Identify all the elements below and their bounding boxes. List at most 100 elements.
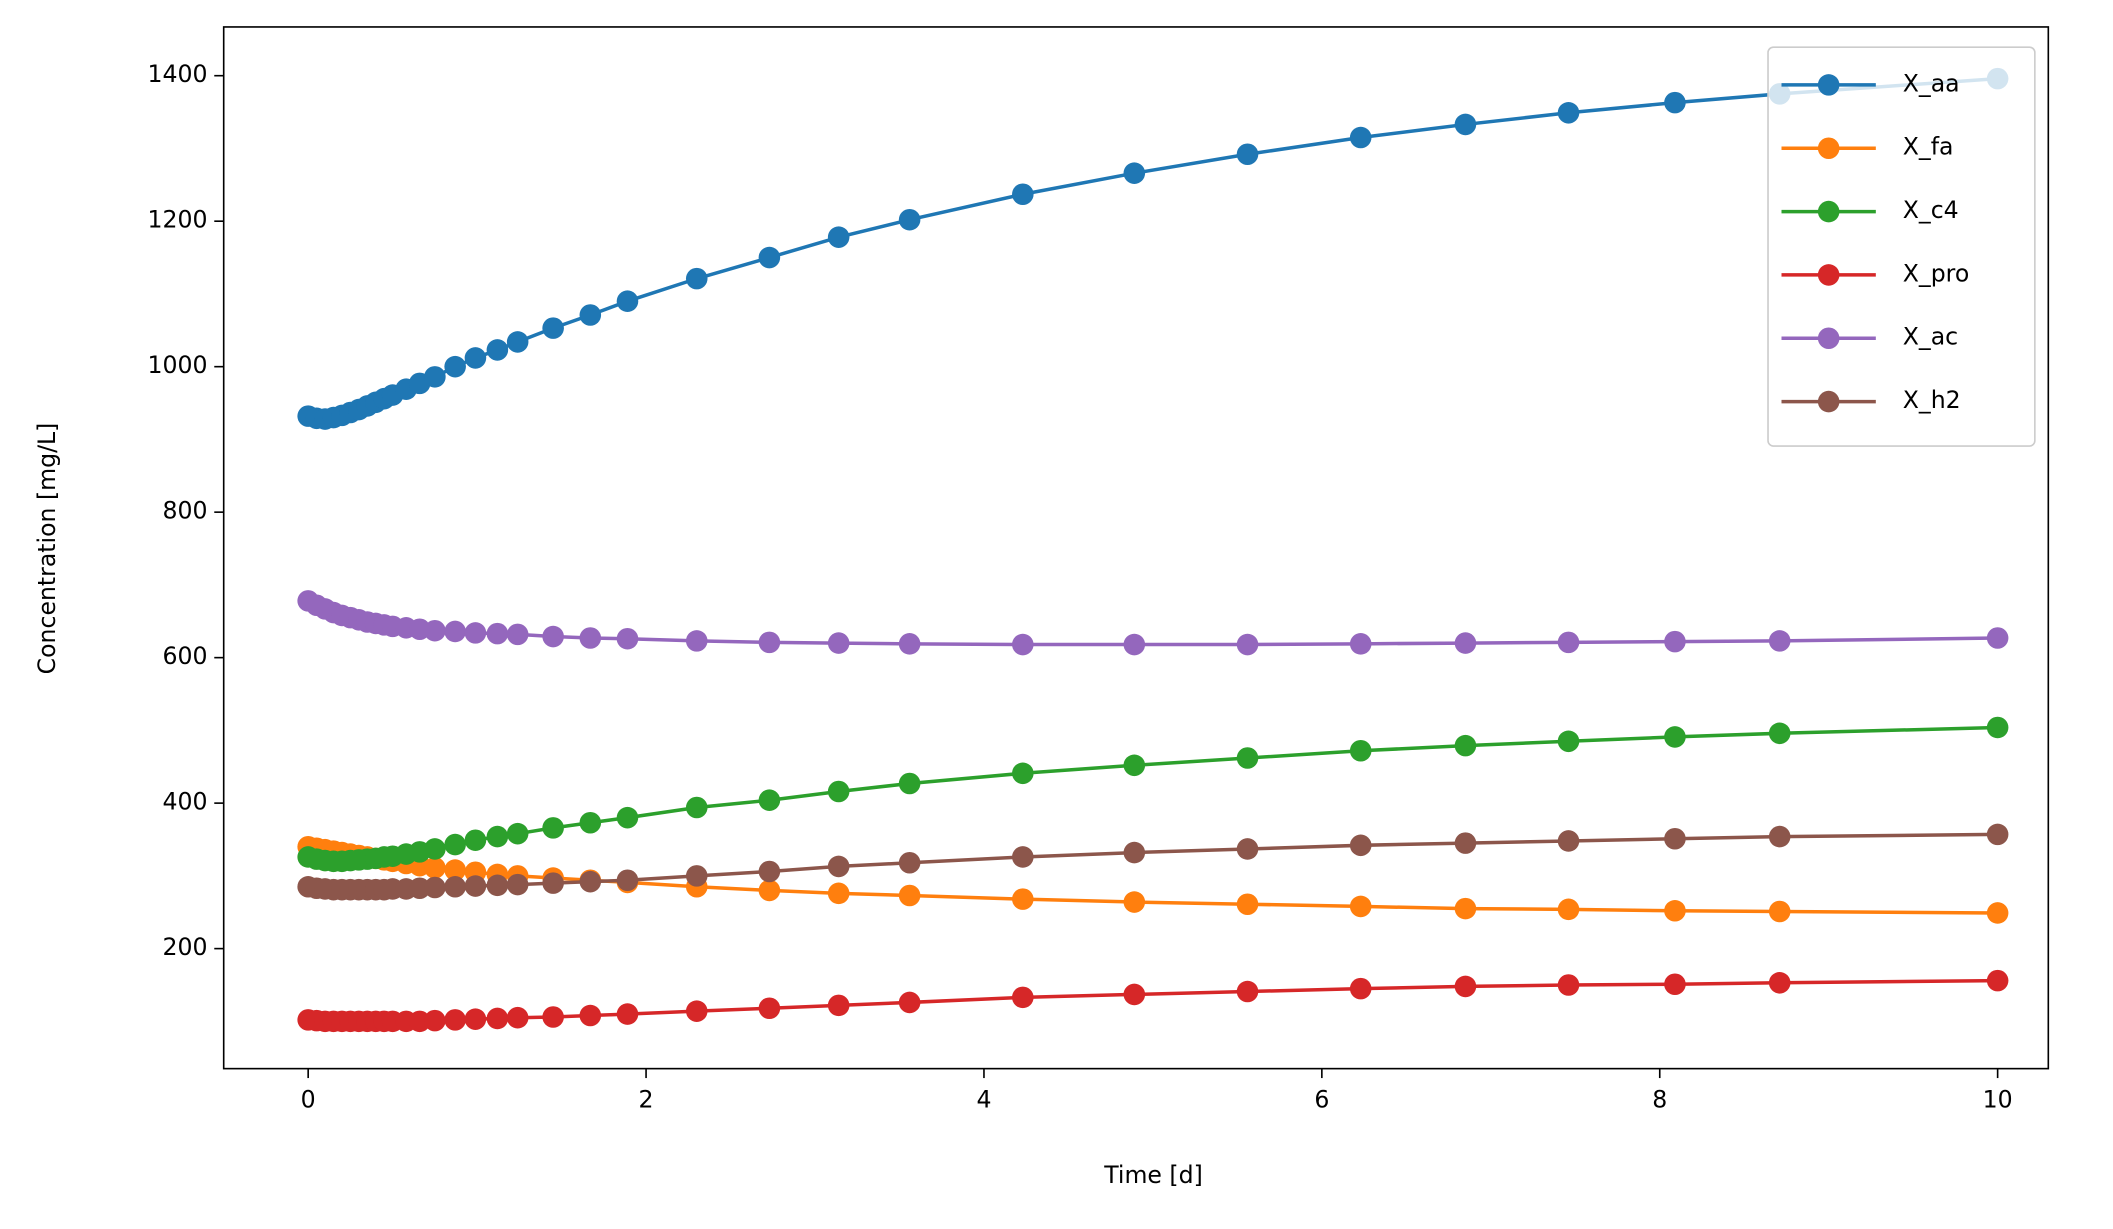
marker <box>1768 972 1791 994</box>
marker <box>1664 726 1686 748</box>
marker <box>424 876 446 899</box>
marker <box>898 851 921 874</box>
y-tick-label: 600 <box>163 642 208 670</box>
marker <box>579 304 602 326</box>
marker <box>827 882 850 905</box>
marker <box>1123 891 1146 913</box>
marker <box>1454 734 1477 757</box>
marker <box>1012 986 1034 1009</box>
marker <box>1986 716 2009 739</box>
y-tick-label: 1400 <box>148 60 208 88</box>
marker <box>486 825 509 848</box>
marker <box>616 869 639 892</box>
marker <box>685 796 708 819</box>
marker <box>685 1000 708 1022</box>
marker <box>898 633 921 655</box>
legend-label: X_h2 <box>1903 386 1961 414</box>
marker <box>424 1009 446 1032</box>
marker <box>1236 838 1259 860</box>
series-line <box>307 725 1998 864</box>
marker <box>486 1007 509 1030</box>
marker <box>1664 630 1686 653</box>
marker <box>579 870 602 893</box>
marker <box>542 1006 564 1028</box>
marker <box>1012 633 1034 656</box>
marker <box>827 855 850 878</box>
legend-marker <box>1817 200 1840 223</box>
marker <box>1664 973 1686 996</box>
legend-label: X_fa <box>1903 133 1954 161</box>
legend-label: X_aa <box>1903 69 1960 97</box>
y-axis-label: Concentration [mg/L] <box>33 423 61 675</box>
marker <box>1012 888 1034 910</box>
x-tick-label: 2 <box>639 1085 654 1113</box>
marker <box>444 833 466 856</box>
marker <box>424 857 446 879</box>
marker <box>1768 825 1791 848</box>
marker <box>486 339 509 361</box>
marker <box>1349 977 1372 1000</box>
legend-label: X_ac <box>1903 323 1958 351</box>
marker <box>444 859 466 881</box>
marker <box>616 1003 639 1025</box>
marker <box>898 208 921 231</box>
legend-marker <box>1817 327 1840 350</box>
marker <box>464 1008 487 1030</box>
marker <box>827 780 850 803</box>
marker <box>1768 722 1791 745</box>
marker <box>685 865 708 887</box>
marker <box>1557 631 1580 654</box>
marker <box>1664 827 1686 850</box>
marker <box>898 772 921 795</box>
marker <box>1349 895 1372 918</box>
marker <box>758 246 781 269</box>
marker <box>1557 730 1580 753</box>
marker <box>1557 102 1580 124</box>
marker <box>898 991 921 1014</box>
marker <box>444 875 466 898</box>
marker <box>444 620 466 643</box>
marker <box>758 860 781 883</box>
legend-marker <box>1817 264 1840 286</box>
marker <box>1768 630 1791 652</box>
marker <box>486 874 509 897</box>
x-tick-label: 8 <box>1652 1085 1667 1113</box>
marker <box>758 631 781 654</box>
marker <box>1664 900 1686 922</box>
marker <box>1349 126 1372 149</box>
plot-frame <box>222 26 2050 1070</box>
x-tick-label: 6 <box>1314 1085 1329 1113</box>
marker <box>506 1006 529 1029</box>
marker <box>464 875 487 897</box>
y-tick-label: 400 <box>163 788 208 816</box>
legend-box <box>1767 46 2036 447</box>
marker <box>758 997 781 1020</box>
marker <box>444 1009 466 1031</box>
marker <box>1123 983 1146 1006</box>
legend-marker <box>1817 74 1840 96</box>
marker <box>506 331 529 353</box>
marker <box>1012 846 1034 868</box>
legend-label: X_c4 <box>1903 196 1959 224</box>
marker <box>464 829 487 852</box>
marker <box>1236 747 1259 769</box>
x-tick-label: 4 <box>976 1085 991 1113</box>
marker <box>1236 633 1259 656</box>
marker <box>616 627 639 650</box>
marker <box>1236 980 1259 1003</box>
y-tick-label: 800 <box>163 497 208 525</box>
marker <box>1236 143 1259 166</box>
marker <box>1454 832 1477 854</box>
marker <box>1986 969 2009 992</box>
marker <box>1236 893 1259 916</box>
marker <box>1768 900 1791 923</box>
marker <box>424 366 446 388</box>
marker <box>1349 739 1372 762</box>
marker <box>1454 975 1477 998</box>
marker <box>1557 830 1580 852</box>
marker <box>542 872 564 894</box>
marker <box>1349 834 1372 857</box>
marker <box>685 267 708 290</box>
